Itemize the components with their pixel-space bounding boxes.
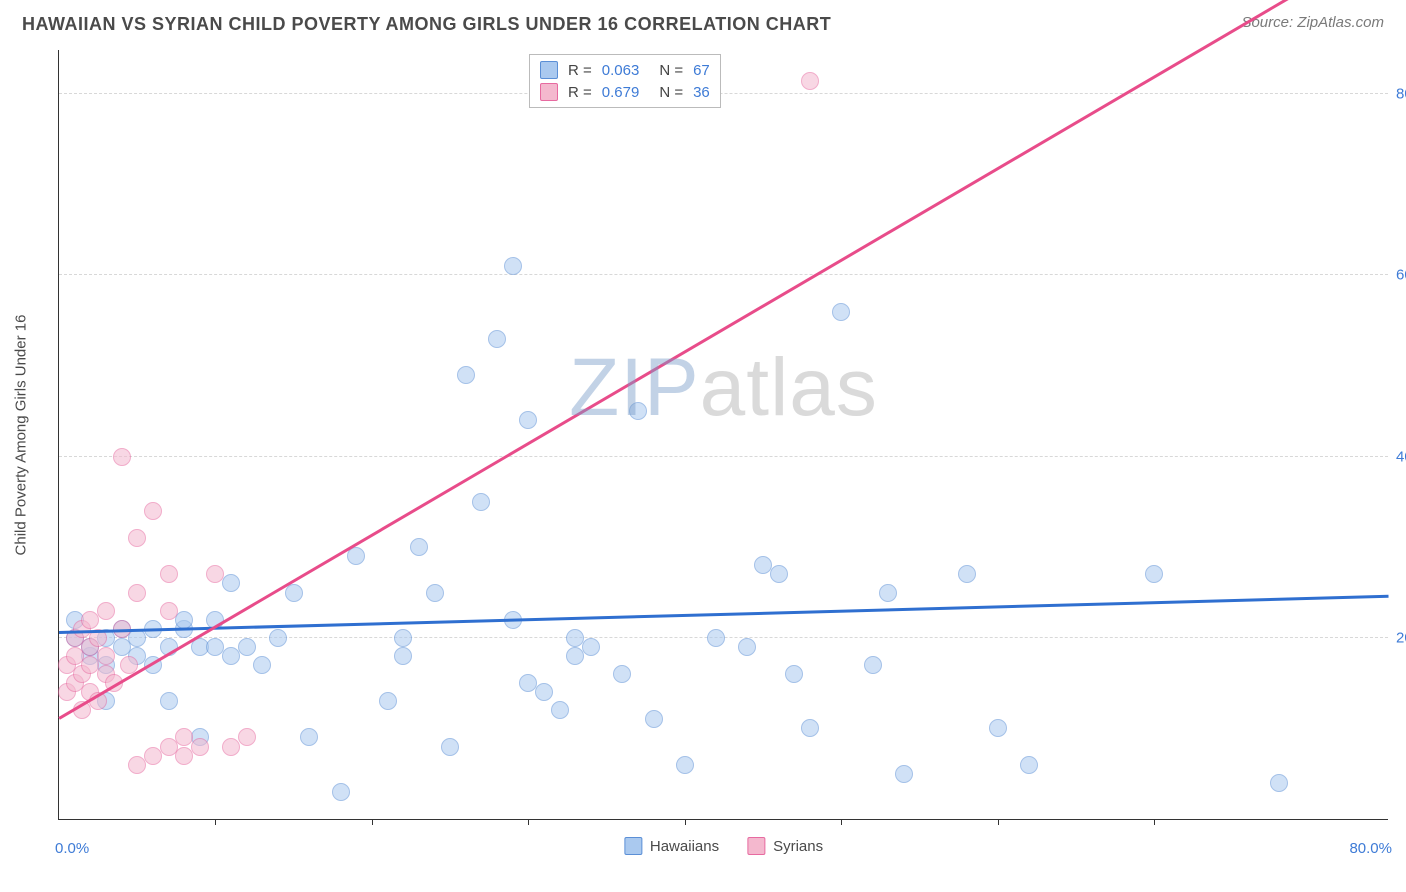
- y-axis-label: Child Poverty Among Girls Under 16: [13, 314, 30, 555]
- legend-swatch: [540, 83, 558, 101]
- data-point: [801, 719, 819, 737]
- legend-item: Hawaiians: [624, 837, 719, 855]
- x-tick: [372, 819, 373, 825]
- x-tick-label-max: 80.0%: [1349, 840, 1392, 857]
- data-point: [1270, 774, 1288, 792]
- data-point: [1020, 756, 1038, 774]
- data-point: [394, 629, 412, 647]
- x-tick: [1154, 819, 1155, 825]
- data-point: [472, 493, 490, 511]
- x-tick-label-min: 0.0%: [55, 840, 89, 857]
- chart-title: HAWAIIAN VS SYRIAN CHILD POVERTY AMONG G…: [22, 14, 831, 35]
- gridline: 80.0%: [59, 93, 1388, 94]
- data-point: [191, 738, 209, 756]
- x-tick: [685, 819, 686, 825]
- y-tick-label: 80.0%: [1396, 86, 1406, 103]
- data-point: [738, 638, 756, 656]
- legend-label: Hawaiians: [650, 838, 719, 855]
- data-point: [332, 783, 350, 801]
- source-label: Source: ZipAtlas.com: [1241, 14, 1384, 31]
- data-point: [1145, 565, 1163, 583]
- data-point: [160, 602, 178, 620]
- y-tick-label: 60.0%: [1396, 267, 1406, 284]
- data-point: [864, 656, 882, 674]
- legend-stats: R = 0.063 N = 67 R = 0.679 N = 36: [529, 54, 721, 108]
- data-point: [238, 638, 256, 656]
- trend-line: [58, 0, 1389, 719]
- data-point: [394, 647, 412, 665]
- data-point: [113, 448, 131, 466]
- legend-swatch: [747, 837, 765, 855]
- legend-label: Syrians: [773, 838, 823, 855]
- data-point: [519, 411, 537, 429]
- legend-series: Hawaiians Syrians: [624, 837, 823, 855]
- data-point: [300, 728, 318, 746]
- legend-swatch: [540, 61, 558, 79]
- data-point: [222, 574, 240, 592]
- data-point: [379, 692, 397, 710]
- data-point: [785, 665, 803, 683]
- data-point: [347, 547, 365, 565]
- data-point: [645, 710, 663, 728]
- legend-swatch: [624, 837, 642, 855]
- data-point: [629, 402, 647, 420]
- x-tick: [998, 819, 999, 825]
- data-point: [128, 584, 146, 602]
- data-point: [958, 565, 976, 583]
- legend-item: Syrians: [747, 837, 823, 855]
- data-point: [582, 638, 600, 656]
- data-point: [801, 72, 819, 90]
- data-point: [128, 529, 146, 547]
- data-point: [238, 728, 256, 746]
- data-point: [441, 738, 459, 756]
- data-point: [989, 719, 1007, 737]
- legend-stat-row: R = 0.679 N = 36: [540, 81, 710, 103]
- data-point: [676, 756, 694, 774]
- data-point: [707, 629, 725, 647]
- legend-r-label: R =: [568, 84, 592, 101]
- data-point: [160, 692, 178, 710]
- gridline: 60.0%: [59, 274, 1388, 275]
- data-point: [457, 366, 475, 384]
- data-point: [551, 701, 569, 719]
- watermark-part2: atlas: [700, 342, 878, 433]
- data-point: [160, 565, 178, 583]
- legend-r-label: R =: [568, 62, 592, 79]
- data-point: [144, 502, 162, 520]
- data-point: [253, 656, 271, 674]
- data-point: [206, 565, 224, 583]
- data-point: [97, 602, 115, 620]
- data-point: [504, 257, 522, 275]
- data-point: [410, 538, 428, 556]
- legend-n-label: N =: [659, 84, 683, 101]
- chart-plot-area: Child Poverty Among Girls Under 16 20.0%…: [58, 50, 1388, 820]
- data-point: [895, 765, 913, 783]
- y-tick-label: 20.0%: [1396, 629, 1406, 646]
- legend-stat-row: R = 0.063 N = 67: [540, 59, 710, 81]
- data-point: [613, 665, 631, 683]
- data-point: [832, 303, 850, 321]
- data-point: [175, 611, 193, 629]
- legend-r-value: 0.063: [602, 62, 640, 79]
- legend-n-value: 67: [693, 62, 710, 79]
- x-tick: [841, 819, 842, 825]
- data-point: [285, 584, 303, 602]
- data-point: [97, 647, 115, 665]
- x-tick: [215, 819, 216, 825]
- legend-r-value: 0.679: [602, 84, 640, 101]
- data-point: [426, 584, 444, 602]
- x-tick: [528, 819, 529, 825]
- data-point: [535, 683, 553, 701]
- data-point: [488, 330, 506, 348]
- data-point: [770, 565, 788, 583]
- y-tick-label: 40.0%: [1396, 448, 1406, 465]
- legend-n-label: N =: [659, 62, 683, 79]
- data-point: [879, 584, 897, 602]
- legend-n-value: 36: [693, 84, 710, 101]
- watermark: ZIPatlas: [569, 341, 878, 435]
- data-point: [269, 629, 287, 647]
- gridline: 40.0%: [59, 456, 1388, 457]
